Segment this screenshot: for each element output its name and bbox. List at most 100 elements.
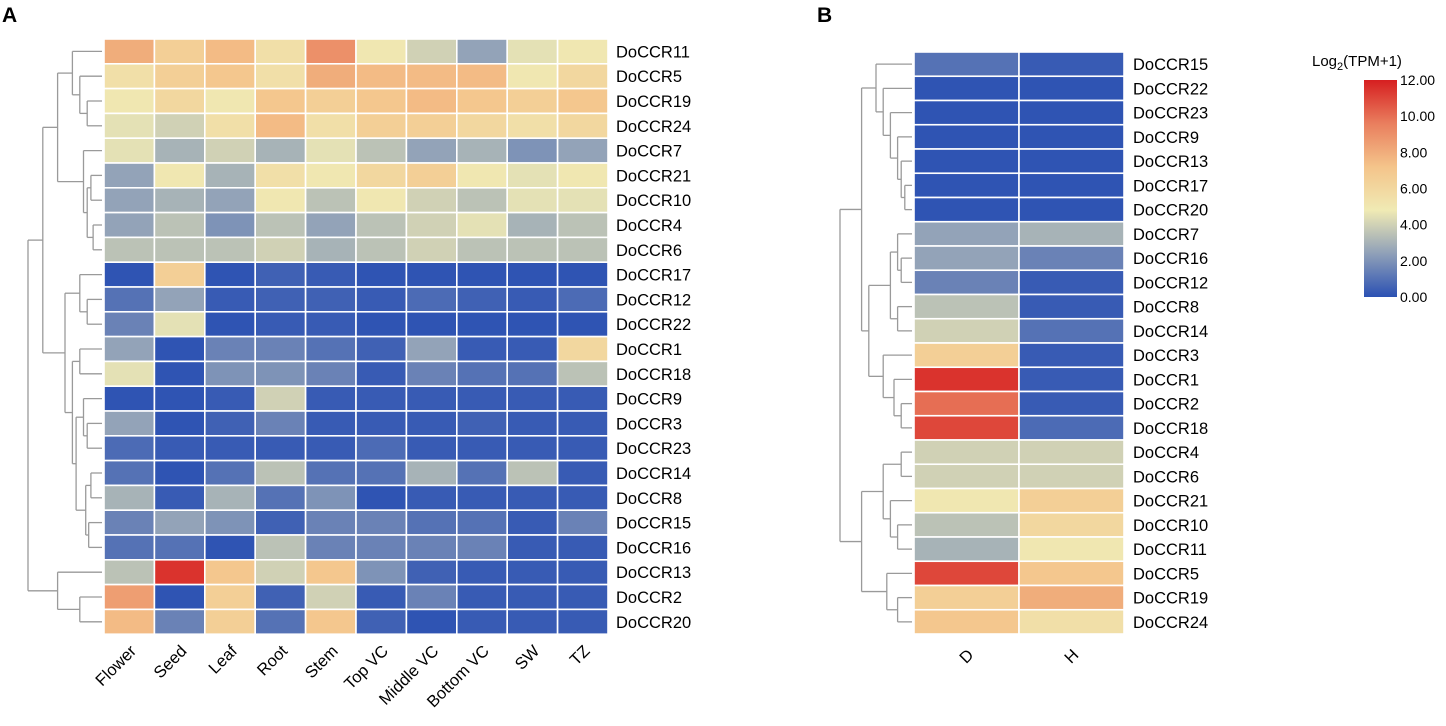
heatmap-cell bbox=[204, 62, 257, 90]
row-label: DoCCR10 bbox=[1133, 517, 1208, 535]
heatmap-cell bbox=[204, 261, 257, 288]
heatmap-cell bbox=[506, 459, 559, 487]
row-label: DoCCR21 bbox=[1133, 493, 1208, 511]
row-label: DoCCR2 bbox=[616, 589, 682, 607]
heatmap-cell bbox=[556, 62, 609, 90]
row-label: DoCCR12 bbox=[616, 291, 691, 309]
heatmap-cell bbox=[1018, 511, 1125, 538]
heatmap-cell bbox=[556, 608, 609, 636]
heatmap-cell bbox=[204, 38, 257, 65]
row-label: DoCCR16 bbox=[616, 539, 691, 557]
heatmap-cell bbox=[254, 385, 307, 412]
heatmap-cell bbox=[304, 509, 357, 536]
heatmap-cell bbox=[405, 87, 458, 115]
row-label: DoCCR23 bbox=[1133, 105, 1208, 123]
heatmap-cell bbox=[355, 509, 408, 536]
heatmap-cell bbox=[1018, 99, 1125, 126]
heatmap-cell bbox=[355, 112, 408, 140]
heatmap-cell bbox=[254, 360, 307, 387]
heatmap-cell bbox=[506, 286, 559, 313]
heatmap-cell bbox=[506, 509, 559, 536]
heatmap-cell bbox=[103, 583, 156, 611]
heatmap-cell bbox=[1018, 123, 1125, 150]
column-label: TZ bbox=[567, 642, 594, 669]
heatmap-cell bbox=[913, 269, 1020, 296]
heatmap-cell bbox=[254, 410, 307, 437]
row-label: DoCCR5 bbox=[616, 68, 682, 86]
heatmap-cell bbox=[204, 608, 257, 636]
heatmap-cell bbox=[556, 410, 609, 437]
heatmap-cell bbox=[1018, 75, 1125, 102]
row-label: DoCCR12 bbox=[1133, 274, 1208, 292]
heatmap-cell bbox=[405, 534, 458, 561]
heatmap-cell bbox=[355, 459, 408, 487]
heatmap-cell bbox=[355, 434, 408, 462]
heatmap-cell bbox=[204, 434, 257, 462]
heatmap-cell bbox=[254, 484, 307, 511]
heatmap-cell bbox=[304, 112, 357, 140]
heatmap-cell bbox=[103, 385, 156, 412]
heatmap-cell bbox=[913, 148, 1020, 175]
heatmap-cell bbox=[506, 187, 559, 214]
row-label: DoCCR22 bbox=[1133, 80, 1208, 98]
heatmap-cell bbox=[153, 310, 206, 338]
row-label: DoCCR1 bbox=[616, 341, 682, 359]
heatmap-cell bbox=[204, 335, 257, 363]
heatmap-cell bbox=[153, 509, 206, 536]
column-label: D bbox=[956, 646, 977, 667]
heatmap-cell bbox=[153, 286, 206, 313]
heatmap-cell bbox=[204, 187, 257, 214]
heatmap-cell bbox=[204, 509, 257, 536]
heatmap-cell bbox=[506, 162, 559, 189]
row-label: DoCCR14 bbox=[1133, 323, 1208, 341]
heatmap-cell bbox=[405, 608, 458, 636]
legend-tick-label: 6.00 bbox=[1400, 181, 1427, 197]
heatmap-cell bbox=[1018, 51, 1125, 78]
heatmap-cell bbox=[304, 137, 357, 164]
heatmap-cell bbox=[153, 410, 206, 437]
heatmap-cell bbox=[355, 534, 408, 561]
heatmap-cell bbox=[506, 583, 559, 611]
heatmap-cell bbox=[103, 558, 156, 586]
heatmap-cell bbox=[103, 608, 156, 636]
heatmap-cell bbox=[204, 112, 257, 140]
heatmap-cell bbox=[405, 558, 458, 586]
row-label: DoCCR11 bbox=[616, 43, 690, 61]
heatmap-cell bbox=[304, 410, 357, 437]
heatmap-cell bbox=[556, 484, 609, 511]
heatmap-cell bbox=[405, 112, 458, 140]
heatmap-cell bbox=[455, 310, 508, 338]
heatmap-a bbox=[103, 38, 609, 636]
column-label: Root bbox=[254, 642, 292, 680]
legend-tick-label: 0.00 bbox=[1400, 289, 1427, 305]
heatmap-cell bbox=[103, 62, 156, 90]
heatmap-cell bbox=[1018, 560, 1125, 587]
row-label: DoCCR18 bbox=[616, 366, 691, 384]
heatmap-cell bbox=[1018, 536, 1125, 563]
heatmap-cell bbox=[153, 360, 206, 387]
heatmap-cell bbox=[913, 245, 1020, 272]
heatmap-cell bbox=[1018, 390, 1125, 417]
heatmap-cell bbox=[103, 211, 156, 239]
heatmap-cell bbox=[455, 583, 508, 611]
heatmap-cell bbox=[405, 509, 458, 536]
heatmap-cell bbox=[355, 410, 408, 437]
heatmap-cell bbox=[355, 187, 408, 214]
heatmap-cell bbox=[1018, 487, 1125, 514]
column-label: Flower bbox=[92, 642, 140, 690]
row-label: DoCCR19 bbox=[1133, 590, 1208, 608]
heatmap-cell bbox=[405, 459, 458, 487]
heatmap-cell bbox=[103, 236, 156, 263]
heatmap-cell bbox=[455, 286, 508, 313]
heatmap-cell bbox=[153, 236, 206, 263]
heatmap-cell bbox=[455, 137, 508, 164]
heatmap-cell bbox=[506, 261, 559, 288]
column-label: Leaf bbox=[205, 642, 241, 678]
heatmap-cell bbox=[506, 62, 559, 90]
legend-tick-label: 2.00 bbox=[1400, 253, 1427, 269]
heatmap-cell bbox=[254, 608, 307, 636]
heatmap-cell bbox=[254, 310, 307, 338]
column-label: Seed bbox=[150, 642, 190, 682]
heatmap-cell bbox=[1018, 293, 1125, 320]
